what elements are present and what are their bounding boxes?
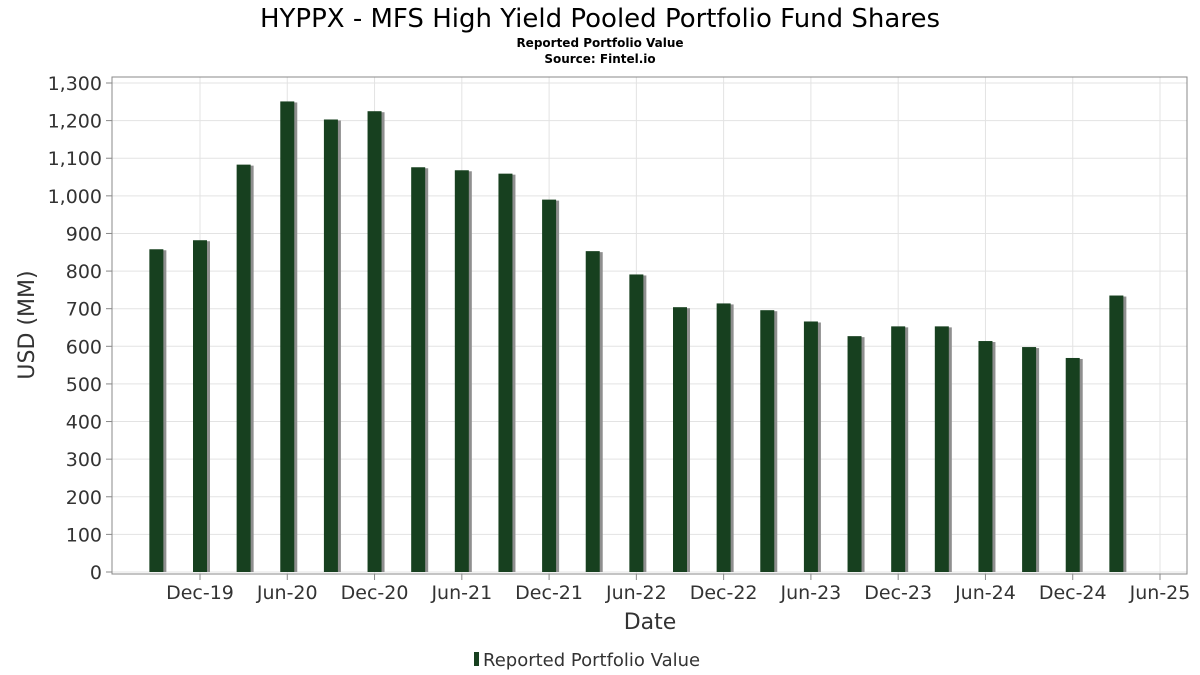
bar [149, 249, 164, 572]
legend: Reported Portfolio Value [474, 650, 700, 671]
x-tick-label: Jun-20 [256, 582, 318, 604]
bar [367, 111, 382, 572]
y-tick-label: 1,100 [48, 148, 102, 170]
bar [454, 170, 469, 572]
bar [934, 326, 949, 572]
x-tick-label: Dec-23 [864, 582, 932, 604]
y-axis-ticks: 0 100 200 300 400 500 600 700 800 900 1,000 1,100 1,… [48, 73, 112, 584]
y-tick-label: 1,200 [48, 111, 102, 133]
bar [716, 303, 731, 572]
y-tick-label: 700 [66, 299, 102, 321]
chart-source: Source: Fintel.io [544, 52, 655, 66]
bar [847, 336, 862, 572]
x-tick-label: Jun-25 [1129, 582, 1191, 604]
bar [542, 199, 557, 572]
x-tick-label: Jun-22 [605, 582, 667, 604]
x-tick-label: Dec-24 [1039, 582, 1107, 604]
x-axis-label: Date [624, 610, 677, 635]
bar [280, 101, 295, 572]
y-tick-label: 900 [66, 223, 102, 245]
bar [193, 240, 207, 573]
bar [673, 307, 687, 572]
bar [323, 119, 338, 572]
bar [236, 164, 251, 573]
plot-area-border [111, 76, 1188, 575]
y-tick-label: 0 [90, 562, 102, 584]
x-tick-label: Dec-19 [166, 582, 234, 604]
bar [1065, 357, 1080, 572]
x-tick-label: Jun-23 [780, 582, 842, 604]
chart-title: HYPPX - MFS High Yield Pooled Portfolio … [260, 4, 940, 34]
x-tick-label: Jun-21 [430, 582, 492, 604]
bar [1022, 347, 1037, 572]
bar [411, 167, 426, 572]
bar [978, 341, 993, 572]
x-tick-label: Jun-24 [954, 582, 1016, 604]
bar [803, 321, 818, 572]
x-tick-label: Dec-22 [690, 582, 758, 604]
y-tick-label: 200 [66, 487, 102, 509]
bar [891, 326, 906, 572]
y-axis-label: USD (MM) [15, 270, 40, 379]
bar-series [149, 101, 1127, 573]
x-tick-label: Dec-21 [515, 582, 583, 604]
y-tick-label: 500 [66, 374, 102, 396]
y-tick-label: 800 [66, 261, 102, 283]
y-tick-label: 100 [66, 524, 102, 546]
bar [585, 251, 600, 573]
y-tick-label: 600 [66, 336, 102, 358]
y-tick-label: 1,000 [48, 186, 102, 208]
bar [629, 274, 644, 572]
y-tick-label: 300 [66, 449, 102, 471]
bar [498, 173, 513, 572]
x-tick-label: Dec-20 [341, 582, 409, 604]
legend-swatch [474, 652, 479, 666]
bar [760, 310, 775, 572]
legend-label: Reported Portfolio Value [483, 650, 700, 671]
y-tick-label: 1,300 [48, 73, 102, 95]
chart-subtitle: Reported Portfolio Value [516, 36, 683, 50]
y-tick-label: 400 [66, 412, 102, 434]
bar [1109, 295, 1124, 572]
x-axis-ticks: Dec-19 Jun-20 Dec-20 Jun-21 Dec-21 Jun-22 Dec-… [166, 574, 1190, 604]
